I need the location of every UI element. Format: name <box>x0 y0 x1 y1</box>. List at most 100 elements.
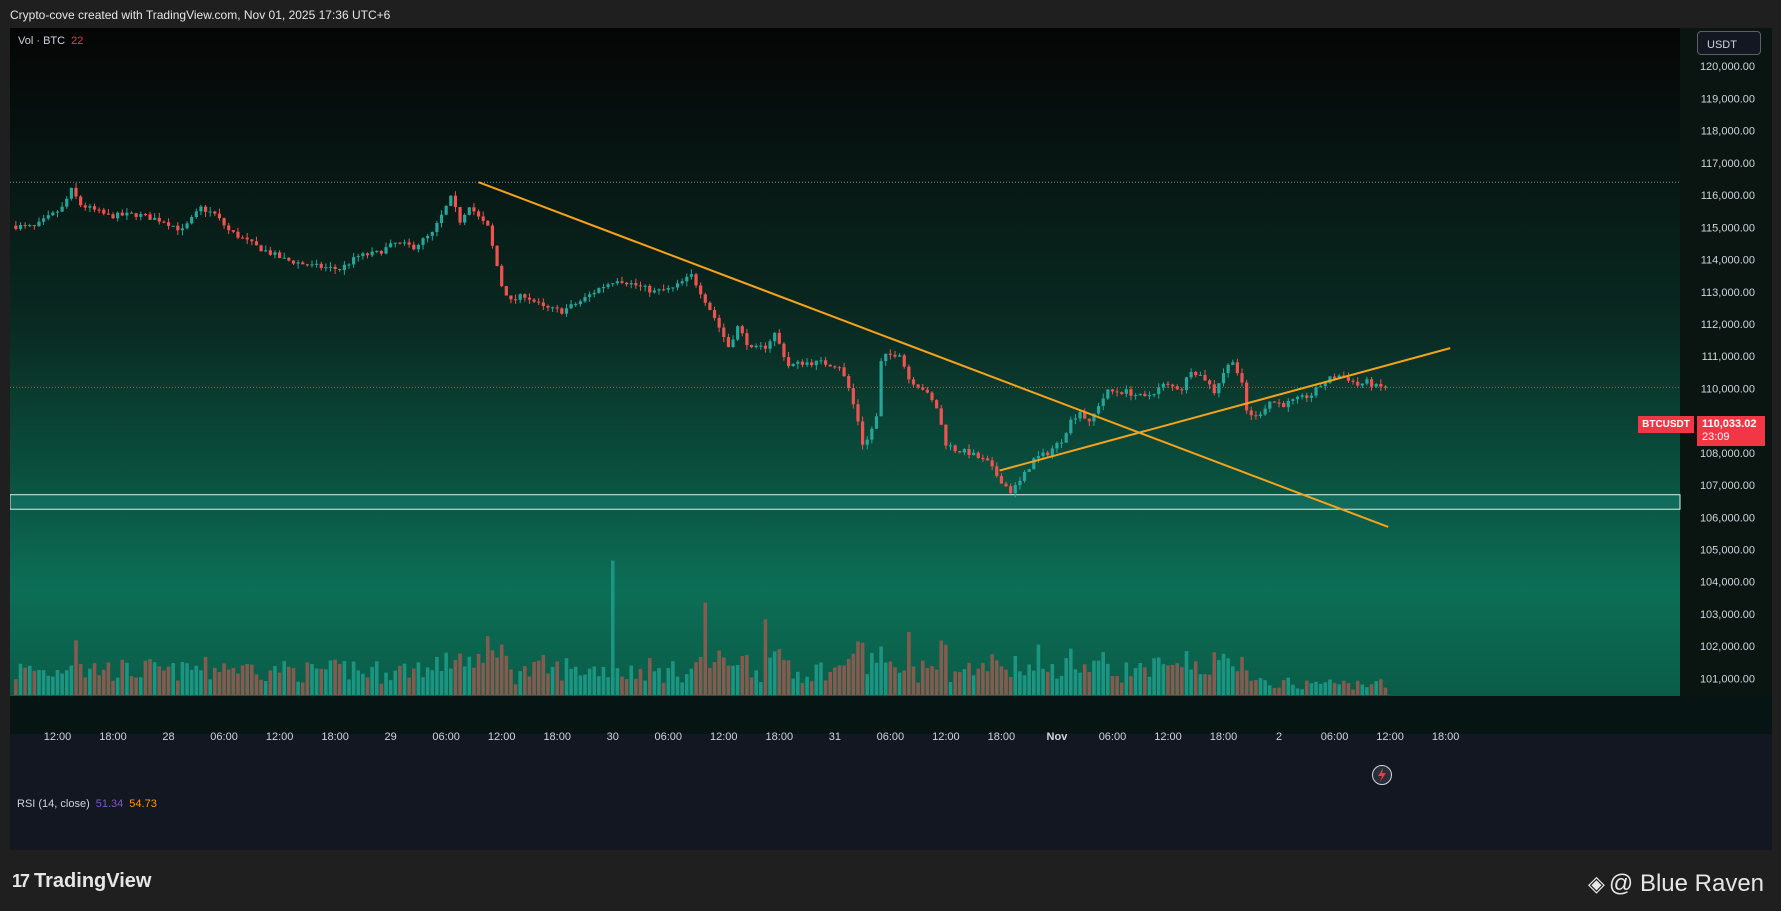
price-axis-label: 115,000.00 <box>1701 222 1755 234</box>
volume-bar <box>638 669 643 695</box>
candle-body <box>1328 376 1332 383</box>
volume-bar <box>883 662 888 695</box>
volume-bar <box>1073 669 1078 695</box>
candle-body <box>120 212 124 216</box>
volume-bar <box>509 669 513 695</box>
candle-body <box>37 221 41 227</box>
candle-body <box>282 257 286 259</box>
candle-body <box>1221 373 1226 384</box>
candle-body <box>925 389 929 393</box>
volume-bar <box>1119 682 1124 695</box>
candle-body <box>657 289 661 291</box>
volume-bar <box>1013 656 1018 695</box>
volume-bar <box>1281 680 1286 695</box>
rsi-legend[interactable]: RSI (14, close) 51.34 54.73 <box>17 798 157 810</box>
volume-bar <box>1124 662 1129 695</box>
volume-bar <box>763 619 768 695</box>
candle-body <box>180 228 185 231</box>
candle-body <box>620 281 624 283</box>
chart-pane[interactable]: 101,000.00 102,000.00 103,000.00 104,000.00… <box>10 28 1772 850</box>
candle-body <box>421 238 425 245</box>
candle-body <box>407 242 411 245</box>
symbol-tag: BTCUSDT <box>1638 416 1694 433</box>
candle-body <box>162 221 166 223</box>
volume-bar <box>111 680 115 695</box>
volume-bar <box>1133 668 1138 695</box>
volume-bar <box>499 644 504 695</box>
candle-body <box>1374 384 1378 387</box>
volume-bar <box>1180 667 1184 695</box>
candle-body <box>1087 418 1091 422</box>
volume-bar <box>263 681 268 695</box>
candle-body <box>805 362 809 365</box>
volume-bar <box>384 672 388 695</box>
volume-bar <box>934 669 939 695</box>
candle-body <box>495 245 499 267</box>
candle-body <box>1240 373 1244 383</box>
volume-bar <box>800 683 805 695</box>
candle-body <box>1245 382 1249 411</box>
candle-body <box>879 361 883 417</box>
candle-body <box>153 217 157 220</box>
volume-bar <box>282 661 287 695</box>
time-axis-background <box>10 734 1772 850</box>
candle-body <box>1198 374 1202 376</box>
volume-bar <box>1235 671 1240 695</box>
rsi-value-primary: 51.34 <box>95 798 124 810</box>
candle-body <box>935 400 939 409</box>
volume-bar <box>675 676 680 695</box>
volume-bar <box>416 662 421 695</box>
price-axis-label: 113,000.00 <box>1701 287 1755 299</box>
candle-body <box>1369 379 1374 387</box>
candle-body <box>1254 415 1258 417</box>
volume-bar <box>967 662 971 695</box>
time-axis-label: 30 <box>607 731 619 743</box>
candle-body <box>1147 395 1152 397</box>
volume-bar <box>199 670 203 695</box>
volume-legend-label: Vol · BTC <box>18 35 66 47</box>
price-axis[interactable]: 101,000.00 102,000.00 103,000.00 104,000.00… <box>1700 61 1755 685</box>
candle-body <box>134 213 138 217</box>
volume-bar <box>809 681 814 695</box>
volume-bar <box>578 675 583 695</box>
candle-body <box>1133 395 1138 397</box>
volume-bar <box>476 654 481 695</box>
volume-bar <box>287 666 291 695</box>
volume-bar <box>1212 652 1217 695</box>
volume-bar <box>46 675 51 695</box>
candle-body <box>139 214 143 217</box>
candle-body <box>842 367 846 377</box>
candle-body <box>79 196 83 206</box>
volume-bar <box>749 677 754 695</box>
volume-bar <box>444 652 448 695</box>
candle-body <box>268 250 272 255</box>
volume-bar <box>462 666 467 695</box>
volume-bar <box>671 661 675 695</box>
candle-body <box>1319 386 1323 388</box>
candle-body <box>171 225 175 227</box>
volume-bar <box>1115 676 1119 695</box>
time-axis[interactable]: 12:00 18:00 28 06:00 12:00 18:00 29 06:00 12:00 1… <box>44 731 1460 743</box>
trendline-drawings[interactable] <box>478 181 1451 528</box>
tradingview-logo[interactable]: 17 TradingView <box>12 870 151 893</box>
candle-body <box>1046 452 1050 456</box>
volume-bar <box>231 668 236 695</box>
price-chart-svg[interactable]: 101,000.00 102,000.00 103,000.00 104,000.00… <box>10 28 1772 850</box>
candle-body <box>523 294 527 298</box>
volume-bar <box>1383 687 1388 695</box>
candle-body <box>347 264 351 266</box>
volume-bar <box>708 667 712 695</box>
currency-button[interactable]: USDT <box>1697 31 1761 55</box>
volume-bar <box>157 666 162 695</box>
volume-bar <box>273 666 277 695</box>
volume-legend[interactable]: Vol · BTC 22 <box>18 35 83 47</box>
candle-body <box>83 205 87 208</box>
candle-body <box>749 345 754 348</box>
candle-body <box>46 215 50 219</box>
bolt-icon[interactable] <box>1372 765 1392 785</box>
volume-bar <box>953 671 957 695</box>
volume-bar <box>856 641 860 695</box>
candle-body <box>217 213 222 219</box>
candle-body <box>1277 402 1281 404</box>
candle-body <box>546 306 550 308</box>
